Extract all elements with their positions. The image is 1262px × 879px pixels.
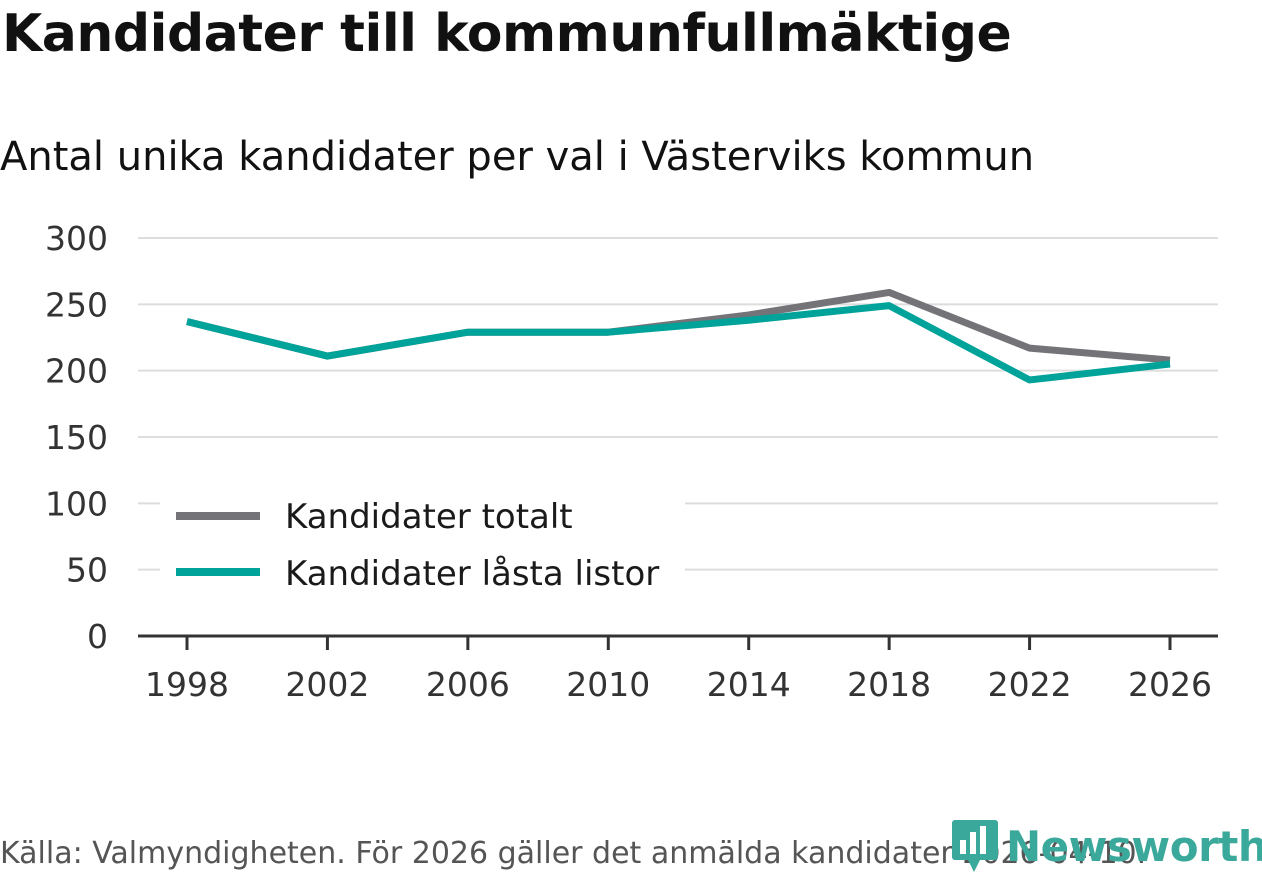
y-tick-label: 150 xyxy=(45,418,108,457)
chart-title: Kandidater till kommunfullmäktige xyxy=(2,4,1012,64)
legend-background xyxy=(160,490,685,602)
x-tick-label: 2014 xyxy=(707,665,791,704)
bar-chart-icon xyxy=(952,820,998,872)
x-tick-label: 1998 xyxy=(145,665,229,704)
series-line-locked xyxy=(186,302,1171,384)
brand-name: Newsworthy xyxy=(1006,821,1262,871)
x-tick-label: 2022 xyxy=(988,665,1072,704)
legend-label-locked: Kandidater låsta listor xyxy=(285,554,659,594)
x-tick-label: 2026 xyxy=(1128,665,1212,704)
y-tick-label: 100 xyxy=(45,484,108,523)
y-tick-label: 250 xyxy=(45,285,108,324)
y-tick-label: 50 xyxy=(66,551,108,590)
y-tick-label: 300 xyxy=(45,219,108,258)
x-tick-label: 2006 xyxy=(426,665,510,704)
x-tick-label: 2018 xyxy=(847,665,931,704)
legend-label-total: Kandidater totalt xyxy=(285,497,573,537)
y-tick-label: 200 xyxy=(45,352,108,391)
x-tick-label: 2010 xyxy=(566,665,650,704)
x-tick-label: 2002 xyxy=(285,665,369,704)
newsworthy-logo: Newsworthy xyxy=(950,818,1262,874)
y-tick-label: 0 xyxy=(87,617,108,656)
chart-subtitle: Antal unika kandidater per val i Västerv… xyxy=(0,134,1035,180)
